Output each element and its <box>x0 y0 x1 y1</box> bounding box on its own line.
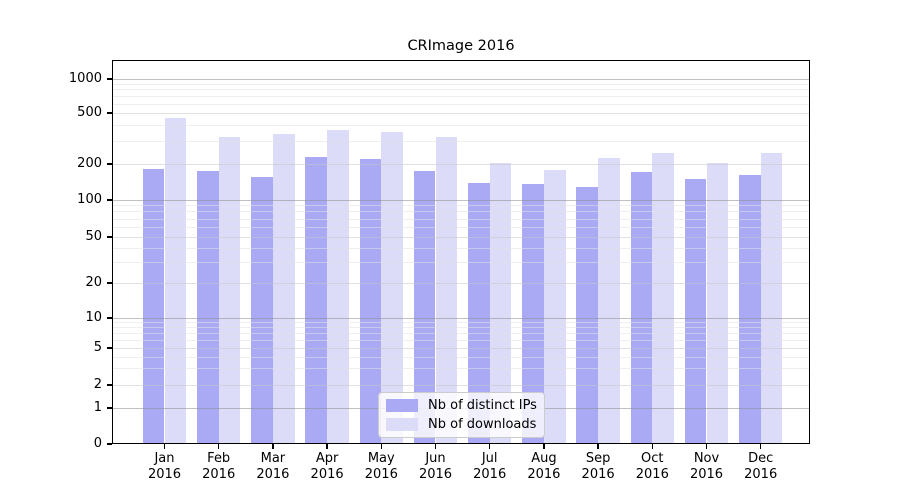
y-tick-label-1: 1 <box>93 400 102 415</box>
x-tick-label-sep: Sep 2016 <box>581 451 615 482</box>
bar-nb-of-downloads-jan <box>164 118 187 444</box>
bar-nb-of-downloads-feb <box>218 136 241 444</box>
bar-nb-of-distinct-ips-sep <box>576 187 599 444</box>
bar-nb-of-downloads-may <box>381 132 403 444</box>
bar-nb-of-distinct-ips-dec <box>739 174 761 444</box>
bar-nb-of-downloads-jun <box>435 137 458 444</box>
legend-swatch-downloads-icon <box>386 418 418 431</box>
y-tick-label-500: 500 <box>77 105 102 120</box>
bar-nb-of-distinct-ips-nov <box>684 178 707 444</box>
bar-nb-of-distinct-ips-mar <box>251 177 273 444</box>
x-tick-label-apr: Apr 2016 <box>310 451 344 482</box>
y-tick-label-10: 10 <box>85 310 102 325</box>
y-tick-label-0: 0 <box>93 436 102 451</box>
x-tick-may <box>380 444 382 449</box>
bar-nb-of-distinct-ips-apr <box>305 156 328 444</box>
bar-nb-of-downloads-jul <box>489 162 512 444</box>
bar-nb-of-distinct-ips-may <box>359 158 382 444</box>
bar-nb-of-distinct-ips-jun <box>413 171 436 444</box>
x-tick-label-mar: Mar 2016 <box>256 451 290 482</box>
bar-nb-of-distinct-ips-feb <box>197 171 219 444</box>
x-tick-jun <box>434 444 437 449</box>
chart-title: CRImage 2016 <box>407 38 515 54</box>
x-tick-dec <box>760 444 762 449</box>
y-tick-label-5: 5 <box>93 340 102 355</box>
x-tick-apr <box>326 444 328 449</box>
x-tick-nov <box>705 444 708 449</box>
x-tick-feb <box>218 444 220 449</box>
x-tick-label-dec: Dec 2016 <box>744 451 778 482</box>
x-tick-aug <box>543 444 545 449</box>
bar-nb-of-downloads-nov <box>706 163 729 444</box>
y-tick-label-100: 100 <box>77 192 102 207</box>
legend-label-distinct-ips: Nb of distinct IPs <box>428 398 537 413</box>
bar-nb-of-distinct-ips-jan <box>142 168 165 444</box>
x-tick-label-nov: Nov 2016 <box>689 451 724 482</box>
legend-label-downloads: Nb of downloads <box>428 417 537 432</box>
x-tick-label-jun: Jun 2016 <box>418 451 453 482</box>
x-tick-label-feb: Feb 2016 <box>202 451 236 482</box>
x-tick-label-jan: Jan 2016 <box>147 451 182 482</box>
x-tick-oct <box>651 444 653 449</box>
y-tick-label-20: 20 <box>85 275 102 290</box>
x-tick-label-jul: Jul 2016 <box>473 451 507 482</box>
bar-nb-of-downloads-mar <box>272 134 295 444</box>
plot-area <box>112 60 810 444</box>
bar-nb-of-downloads-aug <box>543 170 566 444</box>
bars-layer <box>112 60 810 444</box>
legend-swatch-distinct-ips-icon <box>386 399 418 412</box>
bar-nb-of-distinct-ips-oct <box>630 172 653 444</box>
y-tick-label-1000: 1000 <box>68 71 102 86</box>
y-tick-label-2: 2 <box>93 377 102 392</box>
x-tick-label-aug: Aug 2016 <box>527 451 561 482</box>
legend-item-downloads: Nb of downloads <box>386 417 537 432</box>
bar-nb-of-downloads-dec <box>760 153 783 444</box>
x-tick-label-oct: Oct 2016 <box>635 451 669 482</box>
bar-nb-of-downloads-oct <box>652 153 674 444</box>
x-tick-jul <box>489 444 491 449</box>
y-tick-label-200: 200 <box>77 156 102 171</box>
x-tick-sep <box>597 444 599 449</box>
bar-nb-of-downloads-sep <box>598 157 620 444</box>
x-tick-mar <box>272 444 274 449</box>
bar-nb-of-distinct-ips-aug <box>522 184 544 444</box>
y-tick-label-50: 50 <box>85 229 102 244</box>
legend-item-distinct-ips: Nb of distinct IPs <box>386 398 537 413</box>
x-tick-label-may: May 2016 <box>364 451 398 482</box>
bar-nb-of-downloads-apr <box>327 130 349 444</box>
x-tick-jan <box>163 444 166 449</box>
legend: Nb of distinct IPs Nb of downloads <box>378 392 545 438</box>
